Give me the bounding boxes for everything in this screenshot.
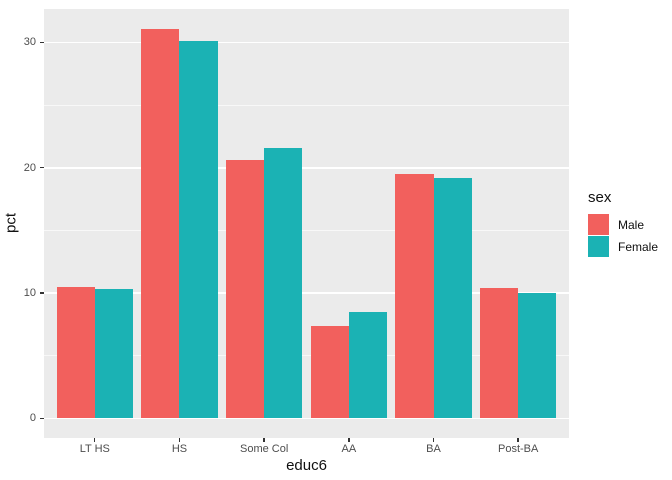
y-tick-mark (39, 167, 44, 169)
bar-male-1 (141, 28, 180, 419)
bar-female-5 (518, 293, 557, 419)
x-tick-mark (348, 438, 350, 442)
gridline-major (44, 417, 569, 420)
bar-male-4 (395, 174, 434, 419)
gridline-major (44, 292, 569, 294)
legend-label-male: Male (618, 217, 645, 232)
x-tick-mark (178, 438, 181, 442)
bar-male-2 (226, 160, 265, 419)
gridline-major (44, 41, 569, 44)
y-tick-mark (39, 417, 44, 420)
gridline-minor (44, 355, 569, 357)
bar-female-3 (348, 311, 387, 419)
y-tick-label: 30 (23, 36, 36, 49)
x-tick-label: LT HS (79, 443, 110, 455)
legend-swatch-female (588, 236, 609, 257)
legend-label-female: Female (618, 239, 659, 254)
bar-female-2 (264, 147, 303, 419)
x-tick-label: Some Col (240, 443, 289, 455)
x-tick-label: AA (341, 443, 357, 455)
y-tick-label: 0 (29, 412, 36, 425)
x-tick-mark (517, 438, 519, 442)
y-tick-mark (39, 292, 44, 294)
legend-key-male: Male (588, 214, 658, 235)
y-axis-title: pct (2, 212, 20, 234)
x-tick-label: Post-BA (498, 443, 539, 455)
gridline-major (44, 166, 569, 169)
x-axis-title: educ6 (286, 457, 327, 474)
bar-male-0 (56, 286, 95, 419)
legend-key-female: Female (588, 236, 658, 257)
y-tick-label: 10 (23, 287, 36, 300)
bar-male-5 (480, 288, 519, 419)
y-tick-label: 20 (23, 161, 36, 174)
x-tick-mark (94, 438, 96, 442)
bar-female-0 (94, 289, 133, 419)
x-tick-mark (432, 438, 435, 442)
plot-panel (44, 9, 569, 438)
bar-male-3 (310, 325, 349, 419)
x-tick-mark (263, 438, 265, 442)
x-tick-label: BA (426, 443, 441, 455)
gridline-minor (44, 104, 569, 106)
gridline-minor (44, 230, 569, 231)
legend-keys: Male Female (588, 214, 658, 257)
legend-title: sex (588, 189, 612, 206)
bar-female-4 (433, 177, 472, 419)
x-tick-label: HS (171, 443, 188, 455)
legend-swatch-male (588, 214, 609, 235)
bar-female-1 (179, 41, 218, 419)
y-tick-mark (39, 41, 44, 44)
legend: sex Male Female (588, 189, 658, 258)
